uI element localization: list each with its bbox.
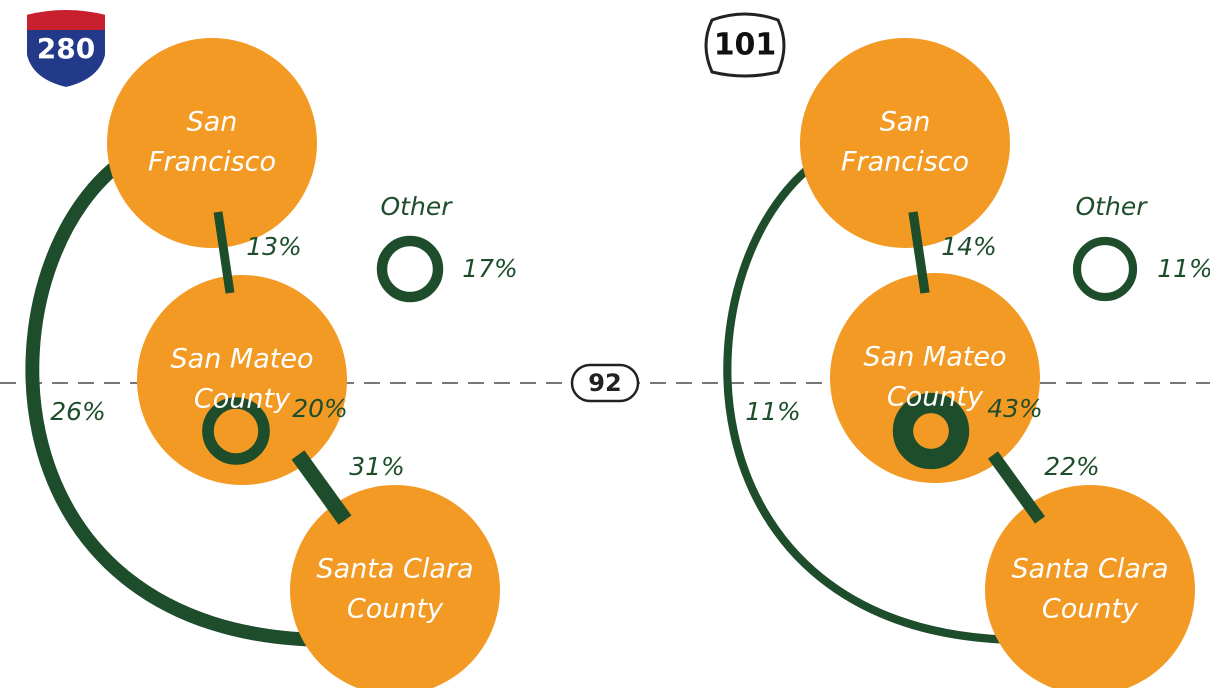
node-circle [107, 38, 317, 248]
node-label: Francisco [841, 147, 969, 178]
node-circle [985, 485, 1195, 688]
flow-loop [202, 397, 270, 465]
route-label: 92 [588, 369, 621, 397]
node-label: County [194, 384, 291, 415]
node-label: San Mateo [864, 342, 1007, 373]
highway-label: 101 [714, 28, 777, 63]
other-label: 17% [462, 254, 518, 283]
us-shield [704, 12, 786, 78]
flow-label: 14% [941, 232, 997, 261]
interstate-shield [25, 8, 107, 90]
node-label: Santa Clara [1011, 554, 1168, 585]
node-circle [800, 38, 1010, 248]
flow-line [213, 211, 235, 294]
node-circle [137, 275, 347, 485]
node-label: San [187, 107, 238, 138]
node-label: County [347, 594, 444, 625]
other-name: Other [1076, 192, 1149, 221]
node-label: San [880, 107, 931, 138]
flow-arc [723, 151, 1026, 645]
node-label: County [887, 382, 984, 413]
node-label: Francisco [148, 147, 276, 178]
flow-label: 13% [246, 232, 302, 261]
flow-label: 31% [349, 452, 405, 481]
flow-line [908, 211, 930, 294]
other-ring [1072, 236, 1138, 302]
other-label: 11% [1157, 254, 1210, 283]
node-label: San Mateo [171, 344, 314, 375]
flow-label: 26% [50, 397, 106, 426]
flow-label: 22% [1044, 452, 1100, 481]
flow-arc [25, 149, 331, 647]
other-name: Other [381, 192, 454, 221]
flow-label: 11% [745, 397, 801, 426]
node-circle [830, 273, 1040, 483]
node-circle [290, 485, 500, 688]
flow-loop [892, 392, 970, 470]
node-label: County [1042, 594, 1139, 625]
route-shield [570, 363, 640, 403]
flow-line [291, 450, 352, 525]
flow-label: 43% [987, 394, 1043, 423]
highway-label: 280 [37, 32, 95, 65]
other-ring [376, 235, 444, 303]
node-label: Santa Clara [316, 554, 473, 585]
flow-line [987, 451, 1046, 524]
flow-label: 20% [292, 394, 348, 423]
